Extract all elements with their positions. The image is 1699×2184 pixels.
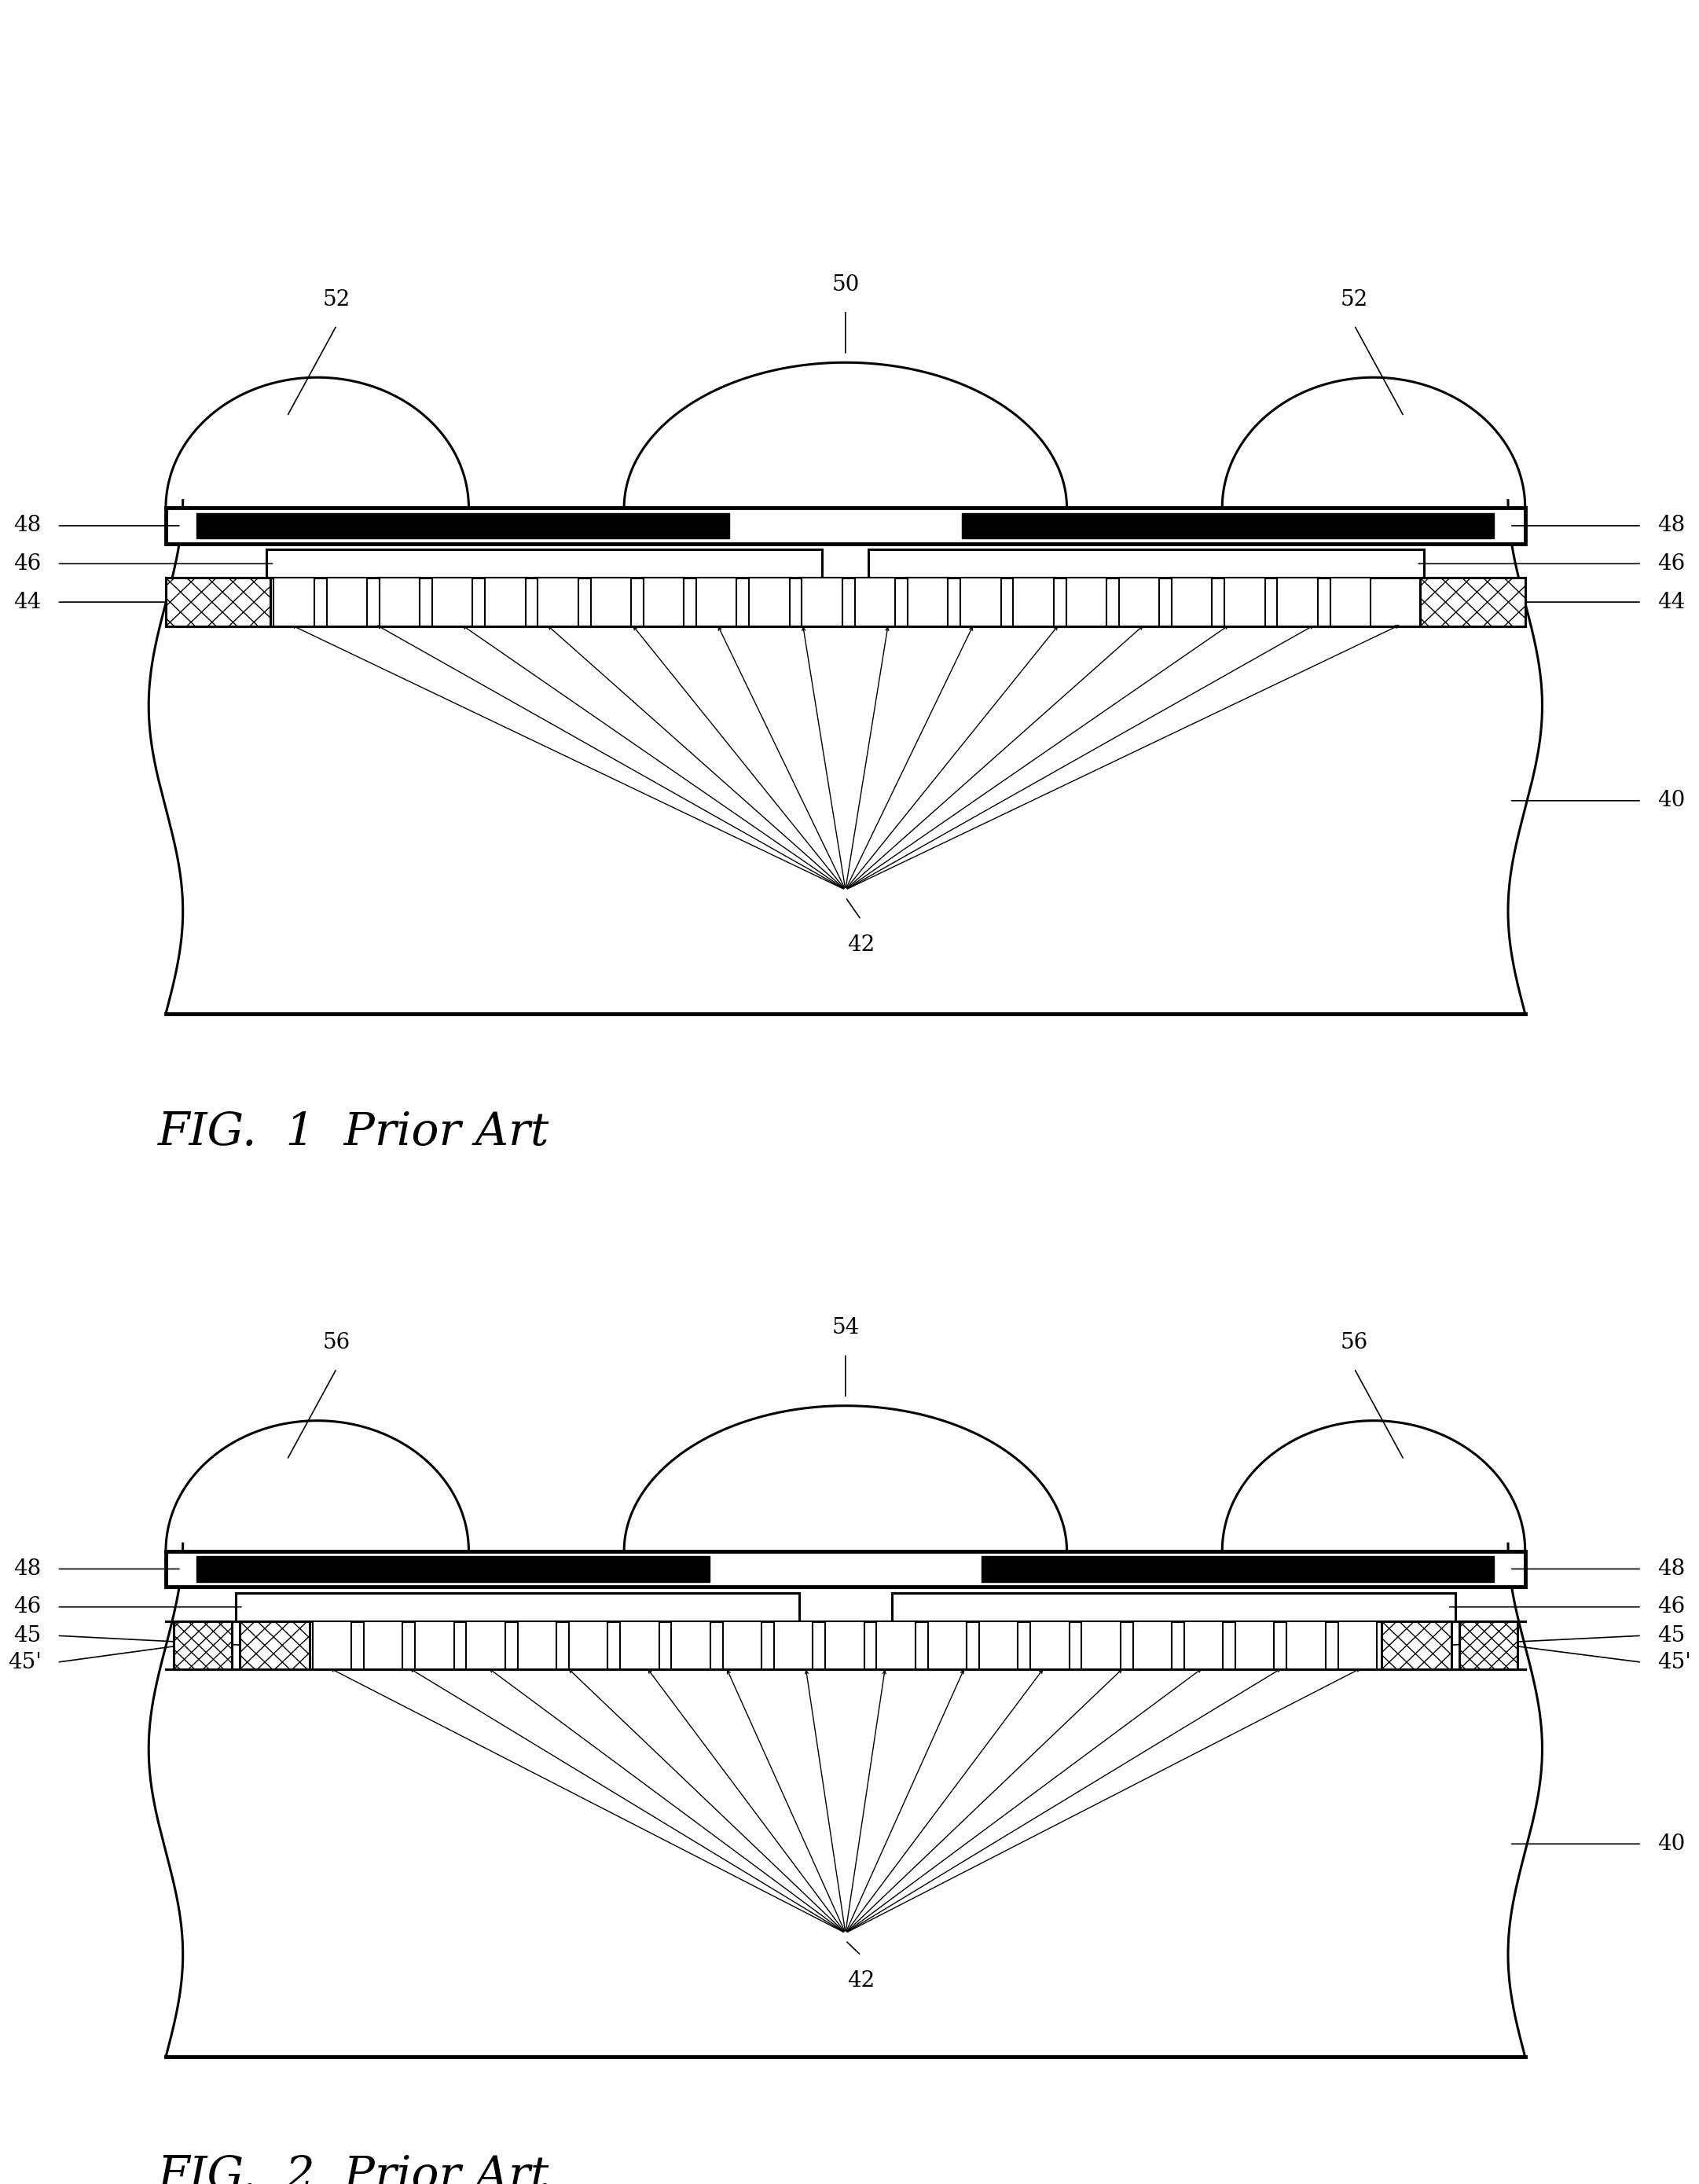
Text: 46: 46 bbox=[14, 553, 41, 574]
Bar bbox=[1172, 579, 1211, 627]
Bar bbox=[364, 1621, 403, 1669]
Bar bbox=[240, 1621, 309, 1669]
Bar bbox=[1381, 1621, 1451, 1669]
Text: 45': 45' bbox=[1657, 1651, 1691, 1673]
Bar bbox=[1286, 1621, 1325, 1669]
Bar bbox=[167, 509, 1526, 544]
Bar bbox=[697, 579, 737, 627]
Text: 46: 46 bbox=[14, 1597, 41, 1618]
Bar bbox=[379, 579, 420, 627]
Text: 46: 46 bbox=[1657, 553, 1685, 574]
Bar bbox=[432, 579, 472, 627]
Bar bbox=[1184, 1621, 1223, 1669]
Bar bbox=[1082, 1621, 1120, 1669]
Text: 50: 50 bbox=[831, 275, 860, 295]
Text: 54: 54 bbox=[831, 1317, 860, 1339]
Bar bbox=[671, 1621, 710, 1669]
Bar bbox=[173, 1621, 231, 1669]
Bar bbox=[644, 579, 685, 627]
Text: 45: 45 bbox=[1657, 1625, 1685, 1647]
Text: 45': 45' bbox=[8, 1651, 41, 1673]
Text: 42: 42 bbox=[848, 935, 875, 957]
Bar bbox=[620, 1621, 659, 1669]
Text: 42: 42 bbox=[848, 1970, 875, 1992]
Text: 45: 45 bbox=[14, 1625, 41, 1647]
Text: 52: 52 bbox=[1341, 288, 1368, 310]
Text: FIG.  1  Prior Art: FIG. 1 Prior Art bbox=[158, 1112, 550, 1155]
Text: 46: 46 bbox=[1657, 1597, 1685, 1618]
Bar bbox=[236, 1592, 799, 1621]
Bar bbox=[749, 579, 790, 627]
Text: FIG.  2  Prior Art: FIG. 2 Prior Art bbox=[158, 2153, 550, 2184]
Bar bbox=[1381, 1621, 1451, 1669]
Bar bbox=[1225, 579, 1264, 627]
Bar bbox=[1330, 579, 1371, 627]
Bar bbox=[907, 579, 948, 627]
Bar bbox=[313, 1621, 352, 1669]
Bar bbox=[539, 579, 578, 627]
Bar bbox=[928, 1621, 967, 1669]
Bar bbox=[591, 579, 630, 627]
Bar bbox=[1420, 579, 1526, 627]
Text: 48: 48 bbox=[14, 1559, 41, 1579]
Bar bbox=[1065, 579, 1106, 627]
Bar bbox=[775, 1621, 812, 1669]
Bar bbox=[167, 579, 270, 627]
Bar bbox=[467, 1621, 505, 1669]
Bar bbox=[892, 1592, 1456, 1621]
Bar bbox=[855, 579, 895, 627]
Bar bbox=[274, 579, 314, 627]
Bar bbox=[868, 550, 1424, 579]
Text: 56: 56 bbox=[323, 1332, 350, 1354]
Bar bbox=[267, 550, 822, 579]
Bar bbox=[1459, 1621, 1517, 1669]
Bar bbox=[1278, 579, 1318, 627]
Bar bbox=[569, 1621, 608, 1669]
Bar bbox=[1030, 1621, 1069, 1669]
Bar bbox=[877, 1621, 916, 1669]
Text: 48: 48 bbox=[14, 515, 41, 537]
Bar bbox=[826, 1621, 865, 1669]
Bar bbox=[518, 1621, 557, 1669]
Text: 52: 52 bbox=[323, 288, 350, 310]
Bar bbox=[240, 1621, 309, 1669]
Text: 44: 44 bbox=[1657, 592, 1685, 614]
Bar bbox=[173, 1621, 231, 1669]
Bar bbox=[979, 1621, 1018, 1669]
Bar bbox=[415, 1621, 454, 1669]
Text: 48: 48 bbox=[1657, 515, 1685, 537]
Bar bbox=[1235, 1621, 1274, 1669]
Bar bbox=[167, 1551, 1526, 1588]
Text: 44: 44 bbox=[14, 592, 41, 614]
Bar bbox=[1013, 579, 1053, 627]
Bar bbox=[484, 579, 525, 627]
Bar bbox=[1459, 1621, 1517, 1669]
Bar bbox=[802, 579, 843, 627]
Text: 40: 40 bbox=[1657, 1832, 1685, 1854]
Bar bbox=[1120, 579, 1159, 627]
Bar bbox=[326, 579, 367, 627]
Bar bbox=[722, 1621, 761, 1669]
Bar bbox=[1133, 1621, 1172, 1669]
Text: 56: 56 bbox=[1341, 1332, 1368, 1354]
Text: 40: 40 bbox=[1657, 791, 1685, 810]
Bar bbox=[1337, 1621, 1376, 1669]
Bar bbox=[1420, 579, 1526, 627]
Text: 48: 48 bbox=[1657, 1559, 1685, 1579]
Bar bbox=[167, 579, 270, 627]
Bar bbox=[960, 579, 1001, 627]
